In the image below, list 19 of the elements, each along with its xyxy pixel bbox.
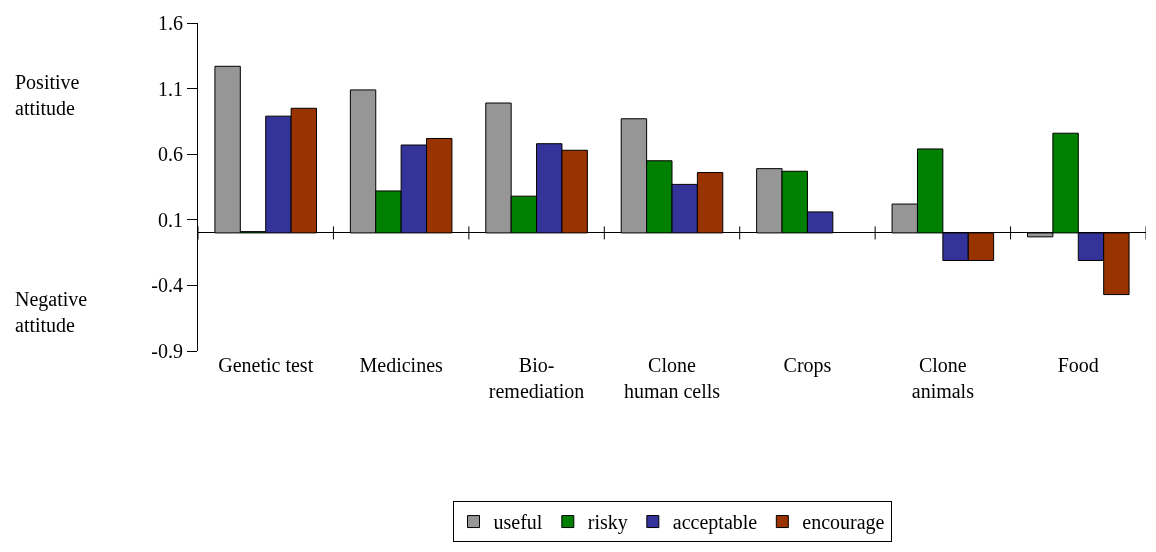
y-tick-label: -0.4 <box>151 274 183 297</box>
y-tick-label: 0.6 <box>158 143 183 166</box>
text: Negative attitude <box>15 288 88 336</box>
legend-label: risky <box>587 511 628 535</box>
x-tick-label: Clone animals <box>911 354 975 402</box>
legend-label: useful <box>493 511 543 534</box>
legend-label: encourage <box>802 511 885 535</box>
y-tick-label: -0.9 <box>151 340 183 362</box>
x-tick-label: Crops <box>783 354 832 377</box>
text: Positive attitude <box>15 71 80 119</box>
legend-label: acceptable <box>672 511 758 535</box>
y-tick-label: 0.1 <box>158 208 183 231</box>
x-tick-label: Genetic test <box>218 354 314 376</box>
y-tick-label: 1.1 <box>158 77 183 100</box>
y-tick-label: 1.6 <box>158 12 183 34</box>
x-tick-label: Food <box>1057 354 1099 376</box>
x-tick-label: Clone human cells <box>623 354 721 402</box>
x-tick-label: Bio-remediation <box>488 354 585 402</box>
x-tick-label: Medicines <box>359 354 444 376</box>
